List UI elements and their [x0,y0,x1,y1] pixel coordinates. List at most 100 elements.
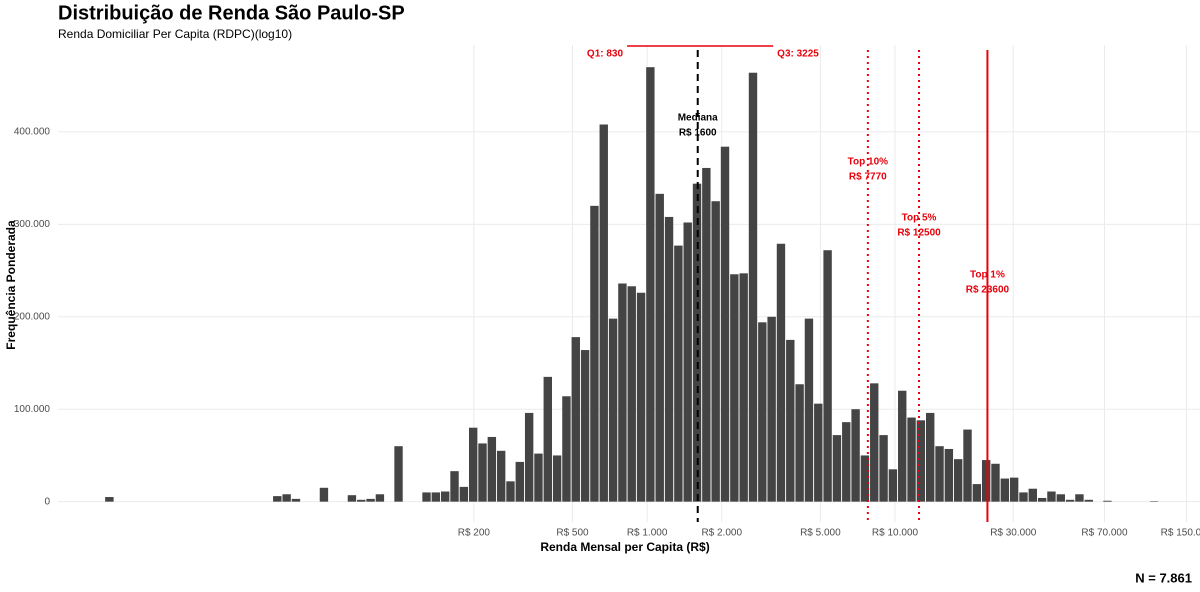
y-tick-label: 200.000 [14,311,51,322]
chart-subtitle: Renda Domiciliar Per Capita (RDPC)(log10… [58,27,292,41]
bar [599,124,608,502]
bar [347,495,357,502]
bar [1037,497,1047,502]
q3-label: Q3: 3225 [777,49,819,60]
bar [1075,494,1084,502]
reference-label: R$ 12500 [897,228,941,239]
x-tick-label: R$ 10.000 [872,528,919,539]
bar [935,446,944,502]
bar [776,243,786,502]
bar [1103,500,1112,502]
bar [832,435,842,502]
bar [674,245,683,502]
bar [1065,499,1075,502]
bar [926,412,935,502]
y-tick-label: 400.000 [14,127,51,138]
bar [1019,492,1028,502]
bar [730,274,739,502]
bar [972,484,982,502]
bar [1028,488,1037,502]
bar [450,471,459,502]
bar [468,427,478,502]
bar [851,409,860,502]
bar [580,350,590,502]
bar [1084,499,1093,502]
chart-title: Distribuição de Renda São Paulo-SP [58,2,405,24]
bar [506,481,515,502]
bar [702,167,711,502]
x-tick-label: R$ 1.000 [627,528,668,539]
bar [543,376,552,502]
y-axis-label: Frequência Ponderada [4,220,18,350]
bar [1000,478,1010,502]
bar [273,496,282,502]
bar [534,453,543,502]
bar [758,322,767,502]
bar [440,491,450,502]
q1-label: Q1: 830 [587,49,624,60]
reference-label: Top 10% [848,157,888,168]
bar [496,450,506,502]
bar [739,273,748,502]
x-tick-label: R$ 200 [458,528,491,539]
bar [562,396,571,502]
bar [898,390,907,502]
y-tick-label: 0 [44,496,50,507]
bar [842,422,851,502]
bar [748,72,758,502]
bar [319,487,329,502]
bar [767,316,776,502]
bar [366,498,375,502]
x-tick-label: R$ 5.000 [800,528,841,539]
bar [571,337,580,502]
x-tick-label: R$ 500 [556,528,589,539]
bar [953,459,963,502]
bar [683,222,692,502]
x-tick-label: R$ 2.000 [701,528,742,539]
bar [963,429,972,502]
reference-label: R$ 1600 [679,128,717,139]
bar [487,436,497,502]
x-axis-label: Renda Mensal per Capita (R$) [540,540,709,554]
y-tick-label: 100.000 [14,404,51,415]
bar [105,497,114,502]
bar [795,384,804,502]
bar [720,146,730,502]
bar [991,463,1000,502]
bar [459,486,469,502]
sample-size: N = 7.861 [1135,570,1192,585]
bar [394,446,403,502]
bar [916,420,926,502]
bar [282,494,291,502]
bar [711,201,720,502]
bar [814,403,823,502]
bar [1047,491,1056,502]
bar [823,250,832,502]
bar [879,435,888,502]
bar [636,292,646,502]
reference-label: Mediana [678,113,718,124]
bar [655,193,664,502]
bar [431,492,441,502]
x-tick-label: R$ 150.000 [1161,528,1200,539]
bar [646,67,655,502]
bar [357,499,366,502]
bar [478,443,487,502]
bar [944,448,954,502]
bar [291,498,301,502]
x-tick-label: R$ 70.000 [1081,528,1128,539]
bar [618,283,627,502]
reference-label: R$ 7770 [849,172,887,183]
reference-label: R$ 23600 [966,285,1010,296]
bar [907,417,916,502]
bar [422,492,431,502]
bar [870,383,879,502]
bar [627,286,636,502]
bar [552,455,562,502]
bar [1009,477,1019,502]
bar [608,318,618,502]
x-tick-label: R$ 30.000 [990,528,1037,539]
bar [1056,494,1065,502]
bar [375,494,385,502]
